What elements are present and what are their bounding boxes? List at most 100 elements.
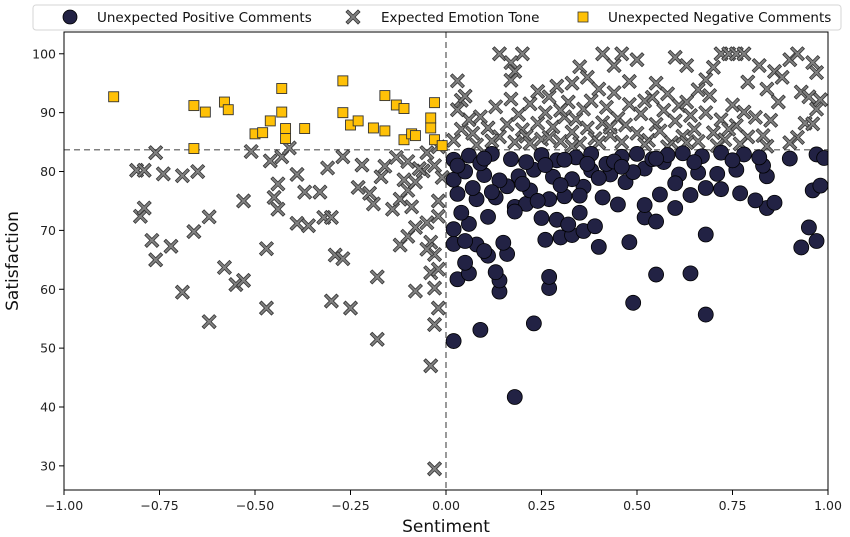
point-expected <box>186 223 202 240</box>
point-expected <box>270 201 286 217</box>
y-tick-label: 80 <box>40 164 56 179</box>
point-negative <box>398 103 410 114</box>
point-expected <box>648 75 664 91</box>
point-expected <box>698 105 714 121</box>
point-positive <box>503 151 519 168</box>
point-positive <box>682 187 699 203</box>
point-expected <box>411 161 427 177</box>
point-expected <box>423 234 439 250</box>
point-negative <box>299 123 311 134</box>
point-positive <box>518 154 535 171</box>
point-expected <box>281 140 297 156</box>
point-expected <box>782 135 798 151</box>
point-expected <box>629 52 645 68</box>
point-expected <box>621 73 637 90</box>
point-negative <box>379 90 391 102</box>
point-expected <box>136 200 152 216</box>
point-positive <box>781 150 798 167</box>
point-expected <box>606 85 622 101</box>
point-positive <box>533 210 550 226</box>
x-tick-label: −0.25 <box>331 498 369 513</box>
point-negative <box>188 100 200 112</box>
y-tick-label: 70 <box>40 223 56 238</box>
point-positive <box>625 294 642 311</box>
point-positive <box>491 172 508 189</box>
point-positive <box>613 158 630 175</box>
point-expected <box>553 102 569 118</box>
point-expected <box>266 189 282 205</box>
point-expected <box>545 119 561 135</box>
point-positive <box>801 219 817 236</box>
point-positive <box>629 145 645 162</box>
point-expected <box>407 283 424 299</box>
point-negative <box>379 125 391 137</box>
point-positive <box>445 333 462 349</box>
point-expected <box>312 184 328 200</box>
point-expected <box>591 135 607 151</box>
point-negative <box>352 115 364 127</box>
point-expected <box>354 157 370 173</box>
point-expected <box>805 116 821 132</box>
point-expected <box>591 81 607 97</box>
point-expected <box>335 251 351 267</box>
point-positive <box>793 239 810 256</box>
point-positive <box>571 204 588 221</box>
x-tick-label: −0.50 <box>236 498 274 513</box>
point-negative <box>276 106 288 118</box>
point-positive <box>816 150 828 166</box>
point-positive <box>713 144 729 161</box>
point-expected <box>235 272 252 288</box>
point-expected <box>614 134 630 150</box>
point-expected <box>553 133 569 150</box>
point-negative <box>337 75 349 87</box>
x-tick-label: 0.50 <box>623 498 651 513</box>
point-expected <box>426 461 443 477</box>
data-points <box>108 46 828 477</box>
y-tick-label: 60 <box>40 282 56 297</box>
x-tick-label: 0.25 <box>528 498 556 513</box>
point-negative <box>108 91 120 103</box>
point-expected <box>369 331 385 347</box>
point-expected <box>396 172 412 188</box>
y-tick-label: 100 <box>32 46 56 61</box>
point-negative <box>264 115 276 127</box>
point-expected <box>258 300 275 316</box>
point-positive <box>621 234 638 251</box>
point-negative <box>398 134 410 146</box>
point-negative <box>436 140 448 152</box>
point-expected <box>400 153 416 170</box>
point-expected <box>656 102 672 118</box>
point-expected <box>419 215 435 231</box>
point-expected <box>617 117 634 133</box>
point-expected <box>690 82 706 98</box>
point-expected <box>763 112 779 128</box>
point-positive <box>495 234 512 251</box>
point-expected <box>499 116 515 132</box>
point-expected <box>511 106 527 122</box>
point-expected <box>174 168 190 184</box>
point-positive <box>487 264 504 281</box>
x-axis: −1.00 −0.75 −0.50 −0.25 0.00 0.25 0.50 0.75 1.00 <box>45 490 842 513</box>
point-positive <box>457 233 474 249</box>
point-expected <box>503 91 519 107</box>
point-positive <box>697 180 714 196</box>
legend-item-negative: Unexpected Negative Comments <box>577 10 831 26</box>
point-expected <box>682 108 699 124</box>
point-expected <box>449 73 466 89</box>
point-positive <box>506 389 523 405</box>
point-expected <box>503 72 519 88</box>
point-expected <box>342 300 359 316</box>
point-expected <box>602 119 618 135</box>
point-positive <box>529 193 546 209</box>
point-expected <box>300 218 317 234</box>
point-expected <box>808 65 825 81</box>
point-expected <box>407 219 424 236</box>
y-axis-label: Satisfaction <box>3 211 23 311</box>
point-expected <box>323 293 339 309</box>
point-expected <box>702 88 718 104</box>
point-expected <box>747 109 763 125</box>
point-expected <box>736 104 752 120</box>
point-expected <box>289 166 305 183</box>
y-tick-label: 40 <box>40 399 56 414</box>
